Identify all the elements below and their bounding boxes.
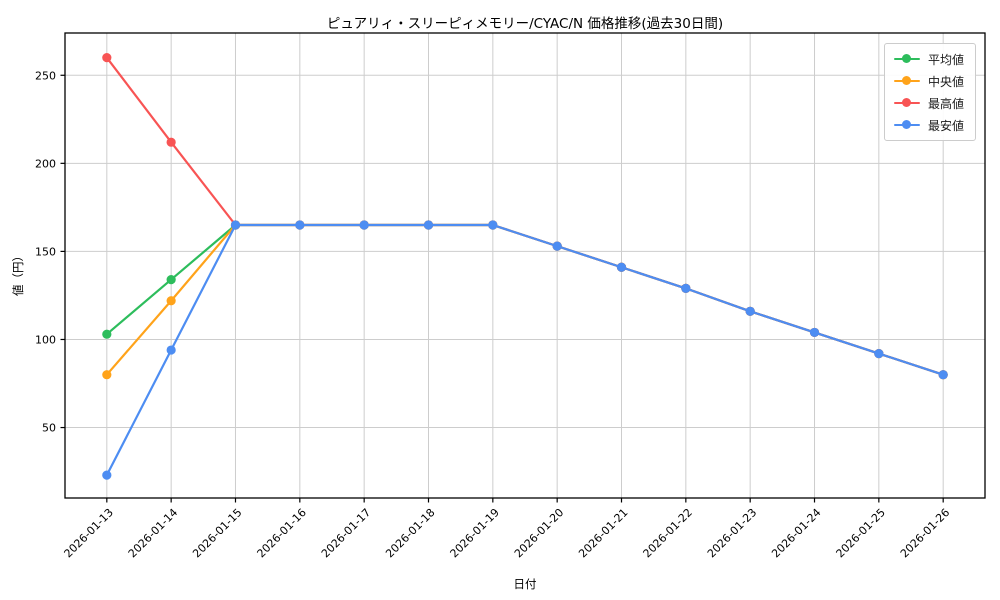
data-point-min: [616, 262, 627, 272]
legend-label: 平均値: [928, 52, 965, 67]
series-line-max: [105, 56, 945, 376]
legend-dot-icon: [902, 76, 911, 86]
data-point-max: [166, 137, 176, 147]
x-tick-label: 2026-01-17: [319, 506, 373, 560]
legend-marker-icon: [894, 98, 920, 108]
x-tick-label: 2026-01-23: [705, 506, 759, 560]
data-point-min: [874, 348, 884, 359]
data-point-median: [166, 296, 176, 306]
x-tick-label: 2026-01-22: [641, 506, 695, 560]
x-tick-label: 2026-01-26: [898, 506, 952, 560]
y-tick-label: 200: [35, 157, 56, 170]
legend-marker-icon: [894, 76, 920, 86]
y-axis-label: 値（円）: [11, 250, 25, 296]
y-tick-label: 250: [35, 69, 56, 82]
x-tick-label: 2026-01-24: [769, 506, 823, 560]
y-tick-label: 150: [35, 245, 56, 258]
data-point-min: [102, 470, 112, 480]
x-tick-label: 2026-01-19: [448, 506, 502, 560]
legend-marker-icon: [894, 120, 920, 130]
legend-dot-icon: [902, 54, 911, 64]
y-tick-label: 100: [35, 333, 56, 346]
series-line-average: [105, 223, 945, 376]
legend-marker-icon: [894, 54, 920, 64]
axes-layer: [60, 32, 986, 503]
legend: 平均値中央値最高値最安値: [884, 43, 977, 141]
data-point-min: [809, 327, 820, 338]
data-point-median: [102, 370, 112, 380]
legend-label: 中央値: [928, 74, 965, 89]
legend-dot-icon: [902, 98, 911, 108]
data-point-min: [488, 220, 498, 230]
data-point-min: [230, 220, 241, 230]
data-point-min: [166, 345, 176, 355]
chart-title: ピュアリィ・スリーピィメモリー/CYAC/N 価格推移(過去30日間): [326, 16, 724, 32]
legend-item-average: 平均値: [894, 51, 964, 67]
data-point-min: [552, 241, 562, 251]
legend-item-min: 最安値: [894, 117, 964, 133]
x-tick-label: 2026-01-16: [255, 506, 309, 560]
data-point-average: [102, 329, 112, 339]
y-tick-label: 50: [42, 422, 56, 435]
data-point-min: [745, 306, 755, 316]
series-layer: [102, 53, 948, 480]
data-point-min: [938, 370, 948, 380]
x-tick-label: 2026-01-25: [834, 506, 888, 560]
data-point-average: [166, 274, 176, 285]
legend-item-max: 最高値: [894, 95, 964, 111]
data-point-min: [681, 283, 691, 293]
grid-layer: [65, 33, 985, 498]
legend-label: 最高値: [928, 96, 965, 111]
series-line-min: [105, 223, 945, 477]
x-tick-label: 2026-01-14: [126, 506, 180, 560]
x-tick-label: 2026-01-21: [576, 506, 630, 560]
axes-spines: [64, 32, 986, 499]
data-point-min: [359, 220, 369, 230]
x-tick-label: 2026-01-20: [512, 506, 566, 560]
series-line-median: [105, 223, 945, 376]
data-point-max: [102, 53, 112, 63]
x-axis-label: 日付: [513, 577, 537, 591]
legend-label: 最安値: [928, 118, 965, 133]
x-tick-label: 2026-01-13: [62, 506, 116, 560]
x-tick-label: 2026-01-18: [383, 506, 437, 560]
x-tick-label: 2026-01-15: [190, 506, 244, 560]
data-point-min: [423, 220, 434, 230]
legend-dot-icon: [902, 120, 911, 130]
legend-item-median: 中央値: [894, 73, 964, 89]
data-point-min: [295, 220, 305, 230]
